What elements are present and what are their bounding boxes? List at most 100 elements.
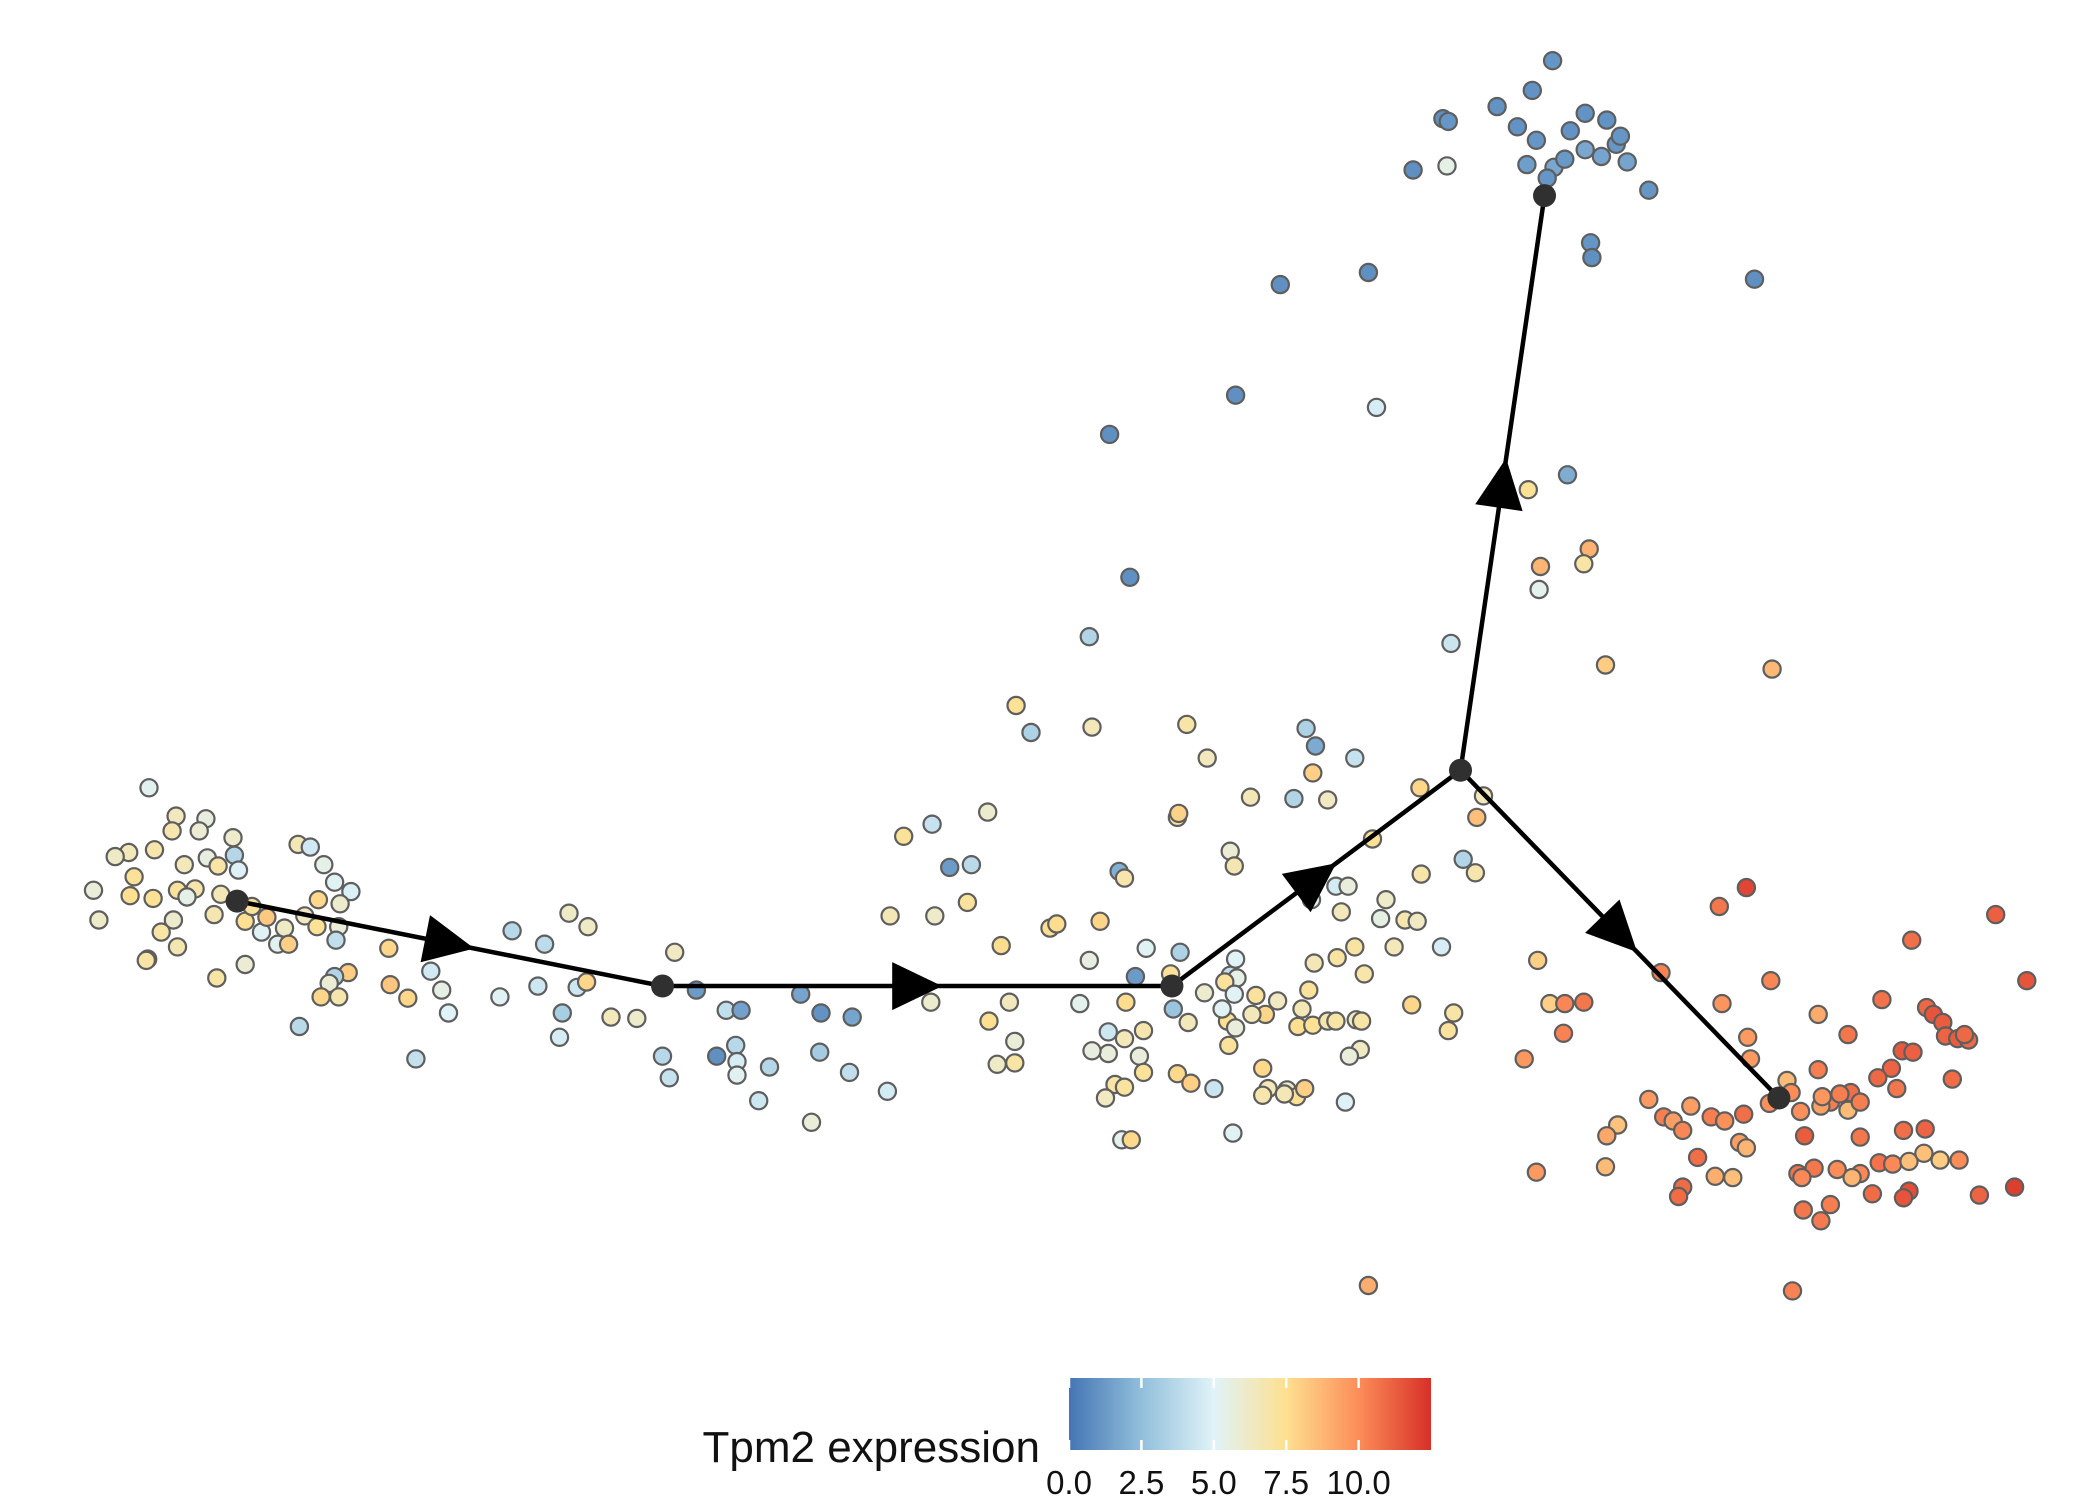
cell-point: [1949, 1150, 1969, 1170]
trajectory-edges: [236, 195, 1781, 1100]
cell-point: [801, 1112, 822, 1133]
cell-point: [1610, 126, 1631, 146]
trajectory-node: [1767, 1086, 1791, 1110]
cell-point: [1794, 1126, 1815, 1146]
cell-point: [1942, 1069, 1963, 1089]
cell-point: [1099, 424, 1120, 445]
cell-point: [1736, 877, 1757, 898]
cell-point: [1358, 1275, 1379, 1296]
cell-point: [1005, 1053, 1025, 1073]
cell-point: [1304, 953, 1324, 973]
cell-point: [151, 922, 171, 942]
cell-point: [83, 880, 104, 901]
trajectory-arrow: [1585, 899, 1638, 953]
cell-point: [144, 840, 165, 860]
cell-point: [726, 1035, 746, 1056]
cell-point: [1021, 722, 1041, 743]
cell-point: [398, 988, 418, 1008]
cell-point: [1098, 1022, 1119, 1042]
cell-point: [1762, 659, 1782, 679]
cell-point: [1224, 856, 1245, 876]
trajectory-arrow: [420, 915, 475, 963]
colorbar-tick-label: 5.0: [1191, 1464, 1237, 1500]
cell-point: [207, 968, 227, 988]
cell-point: [1252, 1085, 1273, 1106]
cell-point: [1411, 864, 1431, 884]
cell-point: [1354, 964, 1375, 984]
cell-point: [1793, 1200, 1814, 1220]
cell-point: [1617, 152, 1637, 172]
cell-point: [1294, 1078, 1315, 1099]
cell-point: [1582, 247, 1602, 268]
cell-point: [1522, 80, 1543, 101]
cell-point: [1517, 154, 1537, 175]
cell-point: [1597, 110, 1617, 130]
cell-point: [1303, 763, 1323, 783]
cell-point: [1345, 937, 1365, 957]
cell-point: [1507, 117, 1528, 137]
cell-point: [1530, 556, 1551, 577]
trajectory-node: [1449, 758, 1473, 782]
cell-point: [839, 1062, 860, 1083]
cell-point: [1296, 718, 1316, 739]
cell-point: [228, 860, 249, 880]
cell-point: [576, 972, 597, 992]
cell-point: [1438, 111, 1459, 132]
cell-point: [1125, 966, 1146, 987]
cell-point: [1595, 655, 1616, 675]
cell-point: [307, 917, 327, 937]
cell-point: [1129, 1046, 1150, 1066]
cell-point: [1595, 1157, 1616, 1177]
cell-point: [1443, 1003, 1464, 1023]
cell-point: [1121, 1130, 1142, 1150]
cell-point: [1529, 579, 1549, 600]
cell-point: [552, 1003, 573, 1023]
cell-point: [652, 1046, 673, 1066]
colorbar-tick-label: 2.5: [1118, 1464, 1164, 1500]
cell-point: [308, 890, 329, 910]
cell-point: [549, 1027, 570, 1048]
cell-point: [1862, 1184, 1883, 1204]
cell-point: [1893, 1120, 1914, 1141]
cell-point: [406, 1049, 426, 1069]
cell-point: [300, 837, 320, 857]
cell-point: [105, 846, 125, 867]
cell-point: [1384, 937, 1404, 957]
cell-point: [223, 828, 243, 848]
cell-point: [1954, 1024, 1975, 1045]
cell-point: [534, 934, 555, 954]
cell-point: [1881, 1058, 1902, 1079]
cell-point: [1820, 1194, 1841, 1215]
cell-point: [1808, 1004, 1828, 1025]
cell-point: [1326, 1011, 1346, 1031]
cell-point: [1575, 103, 1595, 124]
cell-point: [1903, 1042, 1923, 1062]
cell-point: [380, 975, 400, 995]
cell-point: [1167, 1063, 1188, 1084]
cell-point: [2004, 1177, 2025, 1197]
cell-point: [1376, 890, 1396, 910]
cell-point: [731, 1000, 751, 1021]
cell-point: [810, 1042, 830, 1062]
cell-point: [1252, 1058, 1273, 1079]
cell-point: [1672, 1120, 1693, 1141]
cell-point: [1082, 1041, 1102, 1061]
trajectory-node: [651, 974, 675, 998]
cell-point: [1527, 950, 1548, 971]
cell-point: [707, 1046, 727, 1066]
cell-point: [1335, 1092, 1356, 1112]
colorbar-tick-label: 0.0: [1046, 1464, 1092, 1500]
cell-point: [1437, 156, 1457, 176]
cell-point: [1723, 1167, 1743, 1188]
cell-point: [979, 1011, 999, 1031]
cell-point: [1761, 971, 1781, 991]
cell-point: [1705, 1166, 1725, 1187]
cell-point: [1366, 397, 1387, 418]
cell-point: [502, 921, 522, 941]
cell-point: [1518, 480, 1539, 500]
cell-point: [559, 903, 579, 923]
cell-point: [1431, 937, 1452, 957]
cell-point: [89, 910, 109, 930]
cell-point: [1317, 790, 1338, 810]
cell-point: [922, 814, 942, 834]
